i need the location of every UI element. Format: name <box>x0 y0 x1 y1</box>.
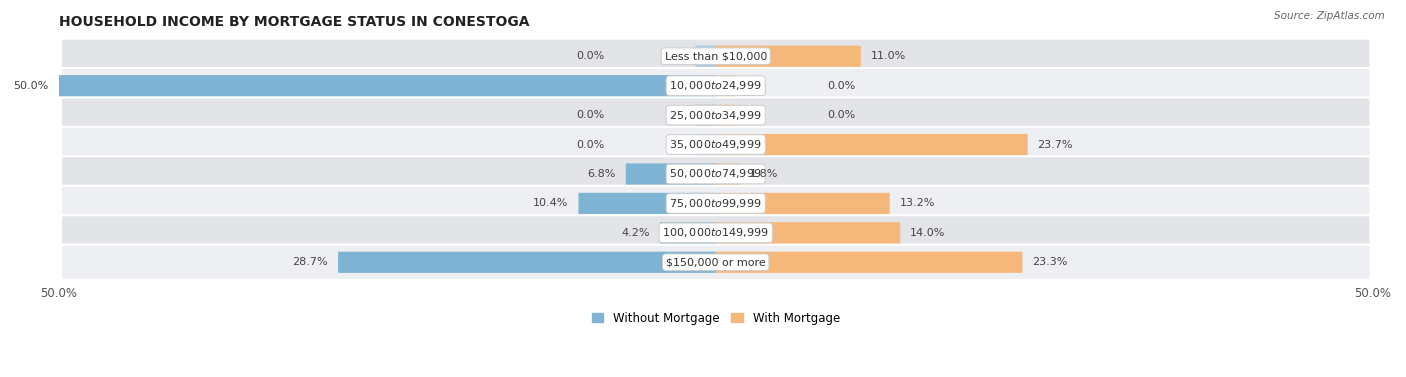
FancyBboxPatch shape <box>696 134 717 155</box>
FancyBboxPatch shape <box>60 245 1371 280</box>
Legend: Without Mortgage, With Mortgage: Without Mortgage, With Mortgage <box>586 307 845 329</box>
FancyBboxPatch shape <box>696 104 717 126</box>
Text: 0.0%: 0.0% <box>576 110 605 120</box>
FancyBboxPatch shape <box>716 222 900 244</box>
FancyBboxPatch shape <box>60 156 1371 192</box>
Text: $75,000 to $99,999: $75,000 to $99,999 <box>669 197 762 210</box>
Text: 14.0%: 14.0% <box>910 228 945 238</box>
FancyBboxPatch shape <box>60 127 1371 162</box>
FancyBboxPatch shape <box>659 222 717 244</box>
FancyBboxPatch shape <box>716 134 1028 155</box>
Text: $100,000 to $149,999: $100,000 to $149,999 <box>662 226 769 239</box>
FancyBboxPatch shape <box>60 215 1371 250</box>
Text: $35,000 to $49,999: $35,000 to $49,999 <box>669 138 762 151</box>
FancyBboxPatch shape <box>578 193 717 214</box>
Text: $150,000 or more: $150,000 or more <box>666 257 766 267</box>
FancyBboxPatch shape <box>716 46 860 67</box>
Text: $10,000 to $24,999: $10,000 to $24,999 <box>669 79 762 92</box>
FancyBboxPatch shape <box>58 75 717 96</box>
Text: 6.8%: 6.8% <box>588 169 616 179</box>
FancyBboxPatch shape <box>60 38 1371 74</box>
FancyBboxPatch shape <box>716 193 890 214</box>
Text: 50.0%: 50.0% <box>13 81 48 91</box>
Text: 1.8%: 1.8% <box>749 169 779 179</box>
Text: 10.4%: 10.4% <box>533 198 568 208</box>
Text: 28.7%: 28.7% <box>292 257 328 267</box>
FancyBboxPatch shape <box>716 163 740 185</box>
Text: Source: ZipAtlas.com: Source: ZipAtlas.com <box>1274 11 1385 21</box>
Text: 0.0%: 0.0% <box>576 51 605 61</box>
Text: Less than $10,000: Less than $10,000 <box>665 51 766 61</box>
Text: 0.0%: 0.0% <box>576 139 605 150</box>
FancyBboxPatch shape <box>626 163 717 185</box>
Text: 0.0%: 0.0% <box>827 81 856 91</box>
Text: 13.2%: 13.2% <box>900 198 935 208</box>
Text: 4.2%: 4.2% <box>621 228 650 238</box>
FancyBboxPatch shape <box>696 46 717 67</box>
Text: $50,000 to $74,999: $50,000 to $74,999 <box>669 167 762 181</box>
FancyBboxPatch shape <box>716 104 737 126</box>
Text: 23.3%: 23.3% <box>1032 257 1067 267</box>
FancyBboxPatch shape <box>60 186 1371 221</box>
Text: 23.7%: 23.7% <box>1038 139 1073 150</box>
Text: $25,000 to $34,999: $25,000 to $34,999 <box>669 109 762 122</box>
Text: 11.0%: 11.0% <box>870 51 905 61</box>
FancyBboxPatch shape <box>337 252 717 273</box>
FancyBboxPatch shape <box>60 68 1371 103</box>
FancyBboxPatch shape <box>716 252 1022 273</box>
FancyBboxPatch shape <box>60 97 1371 133</box>
Text: HOUSEHOLD INCOME BY MORTGAGE STATUS IN CONESTOGA: HOUSEHOLD INCOME BY MORTGAGE STATUS IN C… <box>59 15 530 29</box>
FancyBboxPatch shape <box>716 75 737 96</box>
Text: 0.0%: 0.0% <box>827 110 856 120</box>
